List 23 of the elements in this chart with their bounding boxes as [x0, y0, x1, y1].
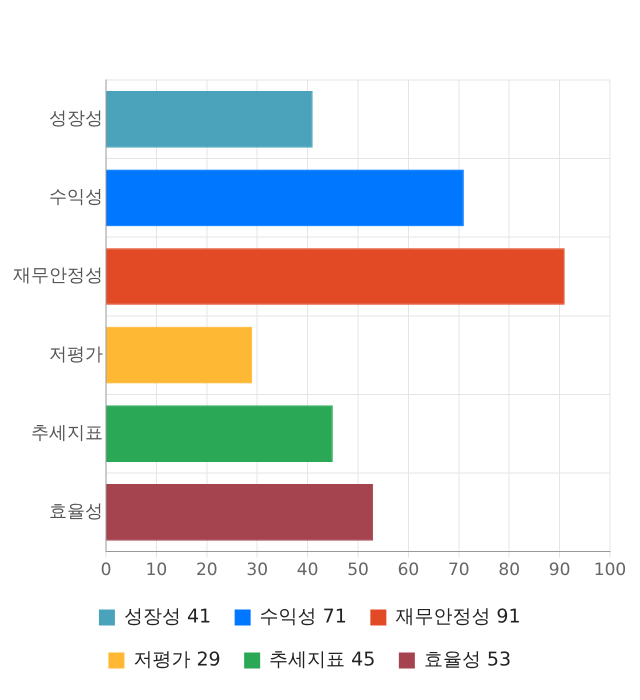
legend-label: 효율성 53 — [424, 648, 512, 670]
x-tick-label: 40 — [296, 560, 318, 580]
legend-label: 재무안정성 91 — [395, 605, 521, 628]
legend-label: 성장성 41 — [124, 605, 212, 628]
y-tick-label: 저평가 — [49, 344, 103, 365]
legend-label: 저평가 29 — [133, 648, 221, 670]
x-tick-label: 10 — [146, 560, 168, 580]
x-tick-label: 0 — [100, 560, 112, 580]
legend-label: 수익성 71 — [260, 605, 347, 628]
x-tick-label: 100 — [594, 560, 626, 580]
x-tick-label: 70 — [448, 560, 470, 580]
y-tick-label: 재무안정성 — [13, 265, 103, 286]
x-tick-label: 60 — [398, 560, 420, 580]
x-tick-label: 80 — [498, 560, 520, 580]
y-tick-label: 수익성 — [49, 186, 103, 208]
x-tick-label: 90 — [548, 560, 570, 580]
legend-label: 추세지표 45 — [269, 648, 376, 670]
y-tick-label: 추세지표 — [31, 422, 103, 444]
x-tick-label: 50 — [347, 560, 369, 580]
y-tick-label: 성장성 — [49, 108, 103, 129]
y-tick-label: 효율성 — [49, 500, 103, 522]
x-tick-label: 20 — [196, 560, 218, 580]
x-tick-label: 30 — [246, 560, 268, 580]
